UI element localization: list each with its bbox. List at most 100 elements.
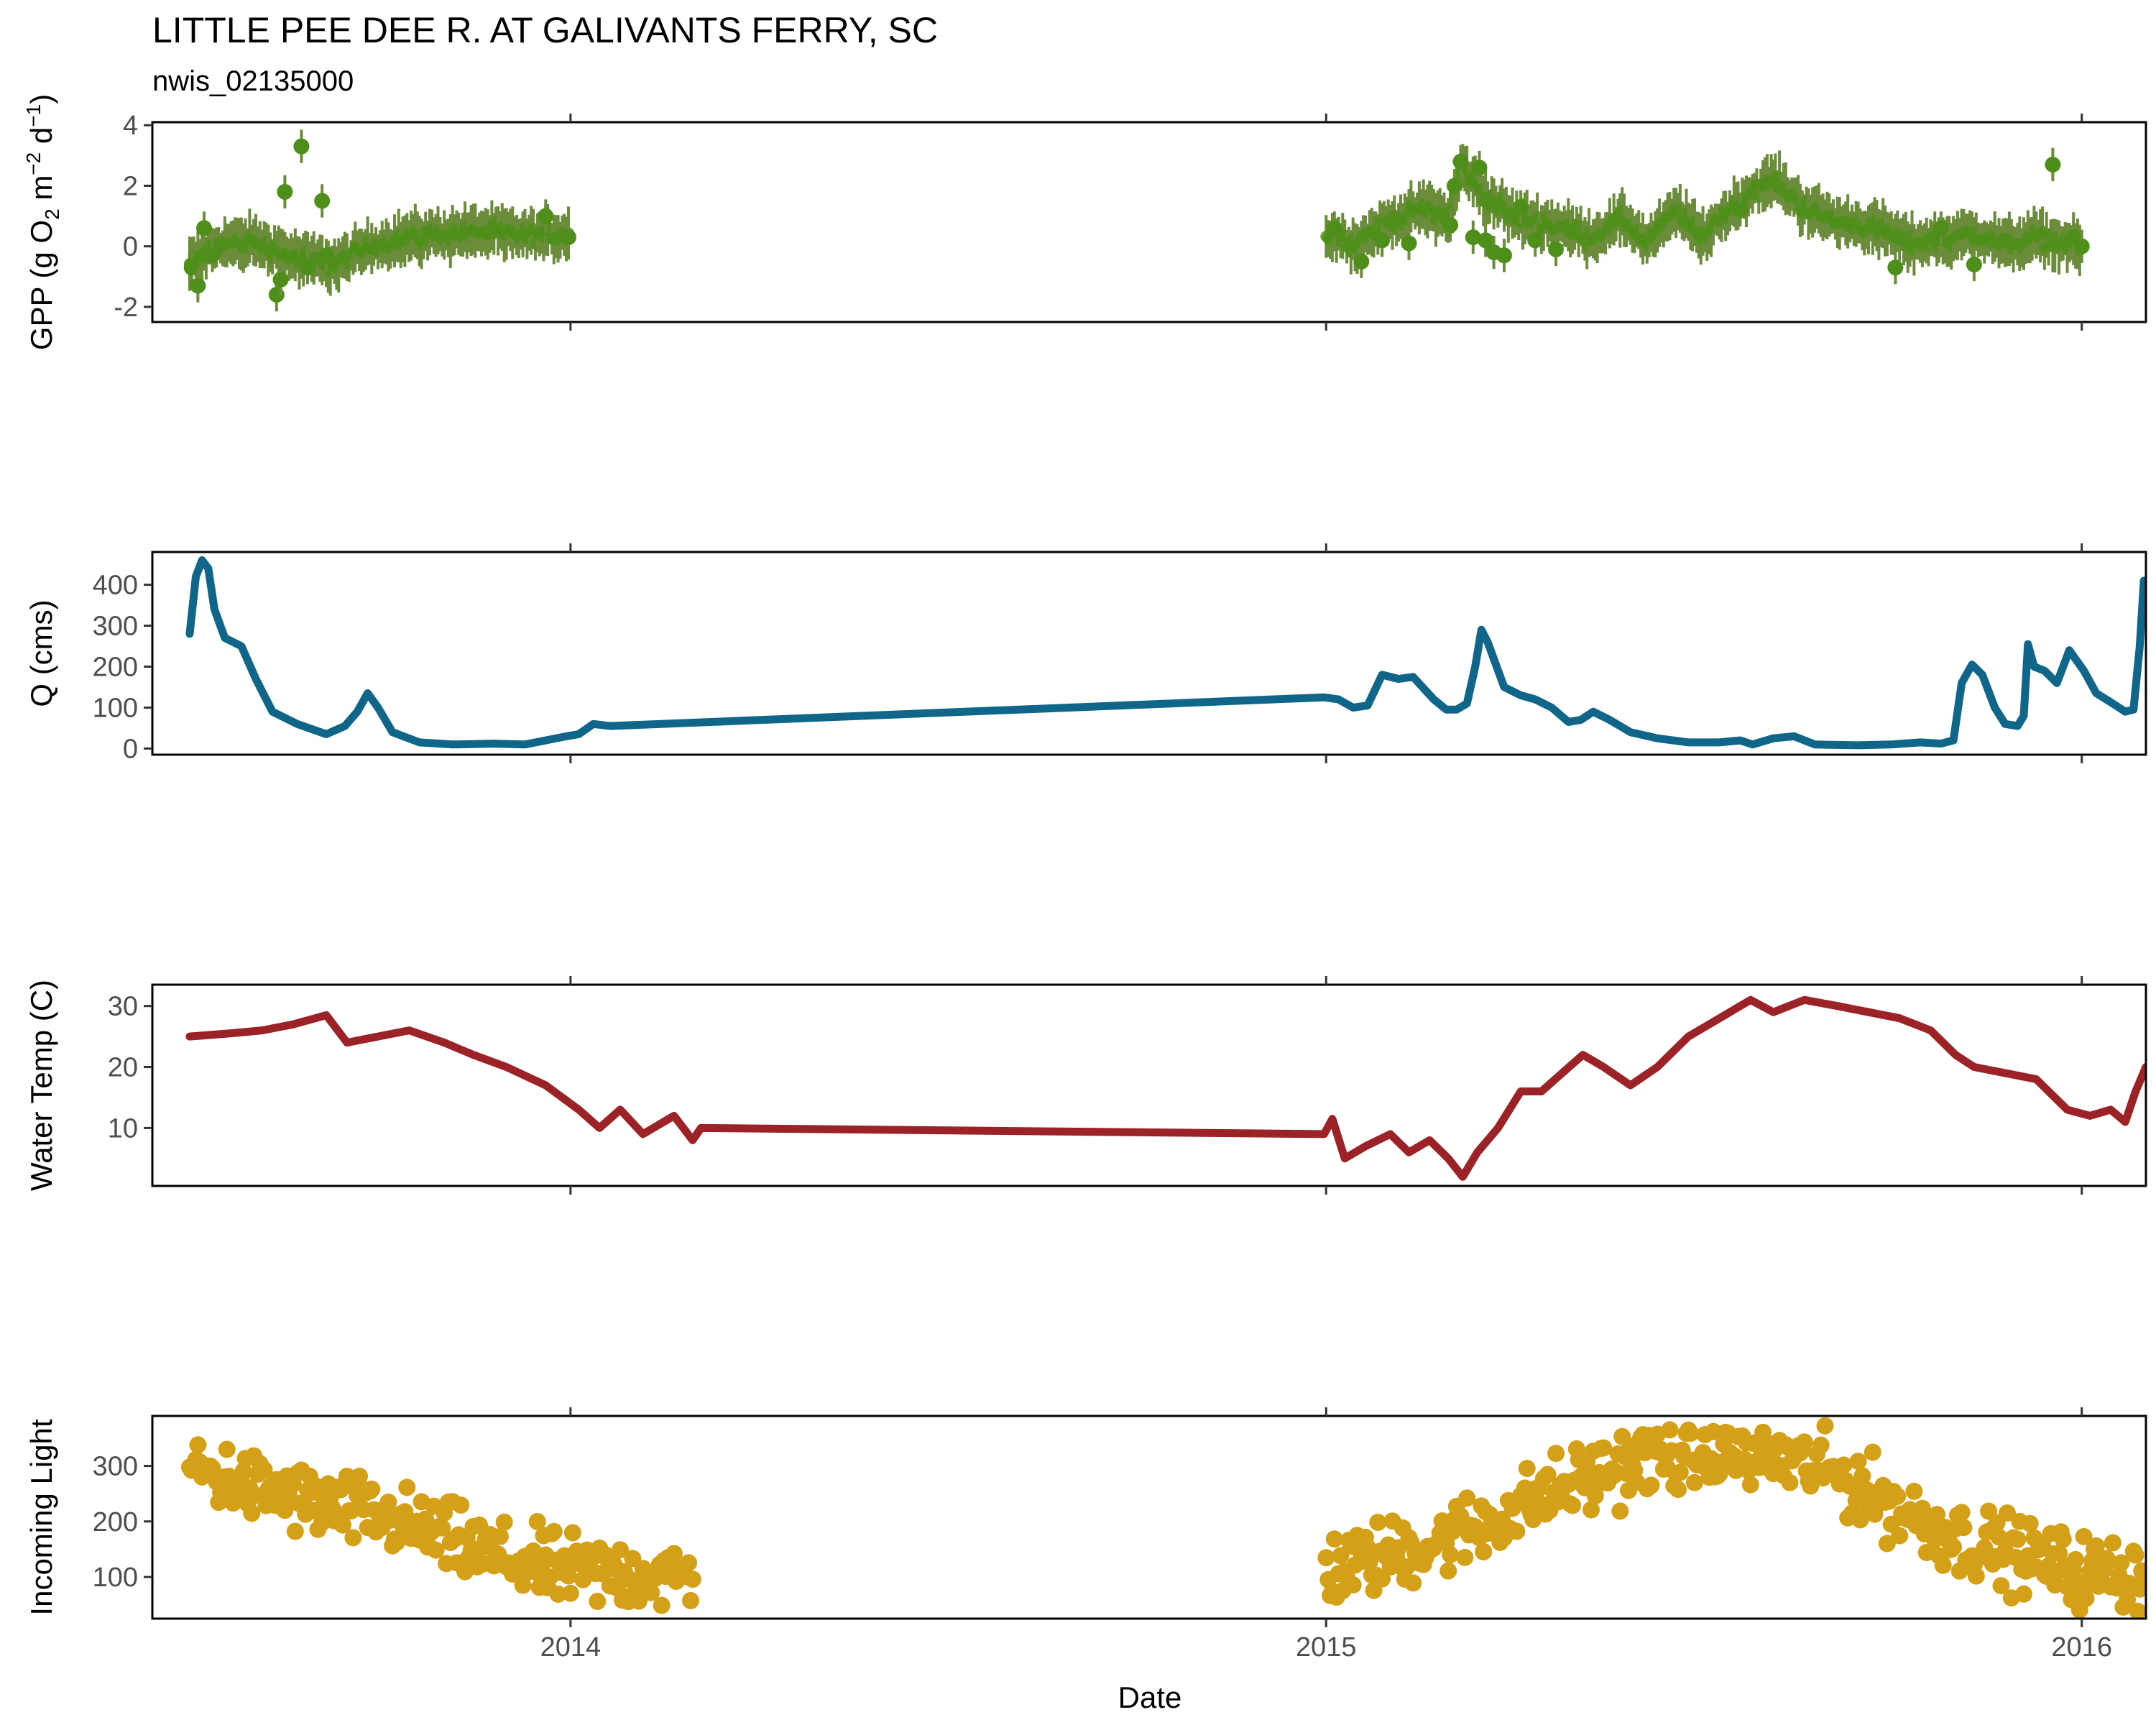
data-point	[1508, 1522, 1526, 1540]
panel-temp: 10 20 30 Water Temp (C)	[24, 976, 2147, 1195]
y-tick-label: 400	[93, 571, 138, 601]
x-tick-label: 2015	[1296, 1632, 1357, 1662]
data-point	[398, 1478, 416, 1496]
data-point	[1905, 1482, 1923, 1500]
data-point	[427, 1541, 445, 1559]
y-tick-label: 20	[108, 1053, 138, 1083]
data-point	[1812, 1436, 1830, 1454]
y-tick-label: -2	[114, 293, 138, 323]
data-point	[255, 1461, 273, 1478]
data-point	[1913, 1499, 1931, 1517]
data-point	[1465, 229, 1481, 246]
data-point	[1849, 1453, 1867, 1471]
data-point	[1439, 1562, 1457, 1580]
data-point	[1926, 1530, 1944, 1548]
data-point	[1889, 1487, 1907, 1505]
data-point	[1442, 217, 1459, 234]
data-point	[1732, 202, 1749, 218]
data-point	[2112, 1554, 2130, 1572]
data-point	[1934, 1556, 1952, 1574]
data-point	[1955, 1519, 1973, 1537]
data-point	[379, 1493, 397, 1511]
data-point	[1548, 241, 1564, 257]
data-point	[561, 1584, 579, 1602]
y-tick-label: 2	[123, 171, 138, 201]
data-point	[1583, 1501, 1600, 1519]
data-point	[1564, 1496, 1582, 1514]
data-point	[1754, 1423, 1772, 1441]
data-point	[2067, 1550, 2085, 1568]
y-axis-title-gpp: GPP (g O2 m−2 d−1)	[22, 94, 63, 350]
y-tick-label: 30	[108, 992, 138, 1022]
data-point	[1595, 1439, 1613, 1457]
data-point	[563, 1524, 581, 1542]
data-point	[612, 1541, 629, 1559]
data-point	[1539, 1466, 1557, 1484]
data-point	[1932, 220, 1949, 236]
data-point	[1671, 1463, 1689, 1481]
data-point	[1325, 1530, 1343, 1548]
data-point	[2129, 1602, 2146, 1619]
series-line-q	[185, 556, 2146, 750]
data-point	[196, 220, 212, 236]
data-point	[1496, 247, 1512, 264]
y-tick-label: 4	[123, 111, 138, 141]
series-line-temp	[185, 995, 2146, 1181]
data-point	[190, 277, 206, 294]
plot-area-gpp	[183, 129, 2090, 312]
data-point	[1999, 1504, 2016, 1522]
data-point	[344, 1529, 362, 1547]
data-point	[286, 1522, 304, 1540]
data-point	[363, 1480, 381, 1498]
data-point	[2075, 1527, 2093, 1545]
data-point	[1891, 1527, 1909, 1545]
data-point	[293, 138, 310, 155]
panel-frame-q	[151, 551, 2147, 756]
data-point	[1547, 1445, 1565, 1463]
data-point	[2127, 1546, 2145, 1564]
y-tick-label: 200	[93, 653, 138, 683]
y-axis-title-q: Q (cms)	[24, 599, 58, 707]
data-point	[1611, 1502, 1629, 1520]
data-point	[1928, 1506, 1946, 1524]
data-point	[2119, 1591, 2137, 1609]
plot-area-q	[185, 556, 2146, 750]
data-point	[1518, 1460, 1536, 1477]
data-point	[452, 1496, 470, 1514]
data-point	[514, 1576, 532, 1594]
data-point	[1992, 1577, 2010, 1595]
panel-frame-temp	[151, 983, 2147, 1187]
data-point	[433, 1519, 451, 1537]
y-tick-label: 10	[108, 1113, 138, 1144]
panel-frame-gpp	[151, 121, 2147, 323]
data-point	[1369, 1514, 1387, 1531]
data-point	[1458, 1489, 1476, 1507]
y-tick-label: 0	[123, 734, 138, 764]
data-point	[2009, 1530, 2027, 1548]
data-point	[642, 1583, 660, 1601]
data-point	[1853, 1467, 1871, 1485]
y-tick-label: 200	[93, 1507, 138, 1537]
y-tick-label: 0	[123, 232, 138, 262]
data-point	[300, 259, 315, 276]
data-point	[1686, 1473, 1703, 1491]
data-point	[1835, 1456, 1853, 1474]
data-point	[1452, 153, 1469, 170]
data-point	[545, 1522, 563, 1540]
plot-area-temp	[185, 995, 2146, 1181]
data-point	[390, 1530, 407, 1548]
data-point	[665, 1545, 683, 1563]
data-point	[1475, 1543, 1493, 1560]
data-point	[189, 1436, 207, 1454]
data-point	[1446, 178, 1462, 194]
data-point	[1887, 259, 1904, 276]
panel-light: 100 200 300 2014 2015 2016 Incoming Light	[24, 1407, 2147, 1662]
data-point	[314, 193, 331, 209]
data-point	[243, 1504, 261, 1522]
data-point	[277, 183, 293, 200]
data-point	[1353, 253, 1370, 270]
data-point	[561, 229, 576, 246]
data-point	[2045, 157, 2061, 172]
data-point	[2137, 1571, 2146, 1589]
data-point	[334, 1516, 351, 1534]
